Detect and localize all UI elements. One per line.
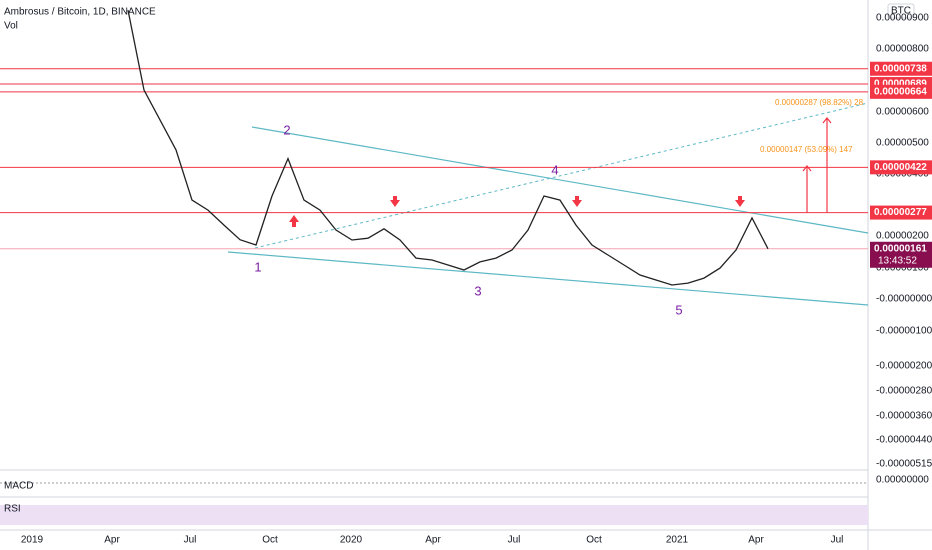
time-axis-label: Jul [508, 535, 521, 546]
wave-label: 3 [474, 283, 481, 298]
time-axis-label: 2021 [666, 535, 689, 546]
volume-label: Vol [4, 21, 18, 32]
level-tag-text: 0.00000664 [874, 86, 927, 97]
fib-arrow [822, 117, 832, 213]
channel-top [251, 126, 869, 234]
price-axis-label: -0.00000440 [876, 435, 932, 446]
price-axis-label: 0.00000500 [876, 138, 929, 149]
price-axis-label: 0.00000100 [876, 263, 929, 274]
arrow-down [572, 196, 582, 207]
symbol-title: Ambrosus / Bitcoin, 1D, BINANCE [4, 7, 156, 18]
wave-label: 5 [675, 302, 682, 317]
arrow-down [735, 196, 745, 207]
level-tag-text: 0.00000422 [874, 162, 927, 173]
level-tag [870, 61, 932, 76]
price-axis-label: 0.00000600 [876, 107, 929, 118]
time-axis-label: 2019 [21, 535, 44, 546]
countdown: 13:43:52 [878, 255, 917, 266]
fib-arrow [802, 165, 812, 213]
rsi-band [0, 505, 868, 525]
time-axis-label: Apr [748, 535, 764, 546]
current-tag-text: 0.00000161 [874, 243, 927, 254]
time-axis-label: Apr [104, 535, 120, 546]
currency: BTC [891, 6, 911, 17]
time-axis-label: Oct [262, 535, 278, 546]
channel-bottom [227, 251, 869, 306]
wave-label: 1 [254, 259, 261, 274]
trend-dashed [254, 102, 869, 249]
rsi-label: RSI [4, 504, 21, 515]
level-tag [870, 205, 932, 220]
price-axis-label: -0.00000360 [876, 411, 932, 422]
macd-label: MACD [4, 481, 33, 492]
time-axis-label: Jul [184, 535, 197, 546]
time-axis-label: Jul [831, 535, 844, 546]
level-tag-text: 0.00000277 [874, 207, 927, 218]
price-axis-label: -0.00000000 [876, 294, 932, 305]
price-axis-label: -0.00000280 [876, 386, 932, 397]
level-tag [870, 160, 932, 175]
fib-note: 0.00000147 (53.09%) 147 [760, 145, 853, 154]
price-axis-label: 0.00000800 [876, 44, 929, 55]
fib-arrows [802, 117, 832, 213]
time-axis-label: Oct [586, 535, 602, 546]
price-axis-label: 0.00000900 [876, 13, 929, 24]
price-axis-label: -0.00000100 [876, 326, 932, 337]
arrows [289, 196, 745, 227]
macd-axis: 0.00000000 [876, 475, 929, 486]
wave-label: 4 [551, 162, 558, 177]
level-tag-text: 0.00000689 [874, 79, 927, 90]
wave-label: 2 [283, 122, 290, 137]
price-line [127, 9, 769, 286]
arrow-up [289, 215, 299, 227]
time-axis-label: 2020 [340, 535, 363, 546]
level-tag [870, 84, 932, 99]
arrow-down [390, 196, 400, 207]
currency-box[interactable] [887, 3, 915, 19]
time-axis-label: Apr [425, 535, 441, 546]
price-axis-label: 0.00000200 [876, 231, 929, 242]
level-tag-text: 0.00000738 [874, 63, 927, 74]
price-axis-label: -0.00000515 [876, 459, 932, 470]
price-axis-label: -0.00000200 [876, 361, 932, 372]
fib-note: 0.00000287 (98.82%) 28 [775, 98, 864, 107]
current-tag [870, 241, 932, 268]
